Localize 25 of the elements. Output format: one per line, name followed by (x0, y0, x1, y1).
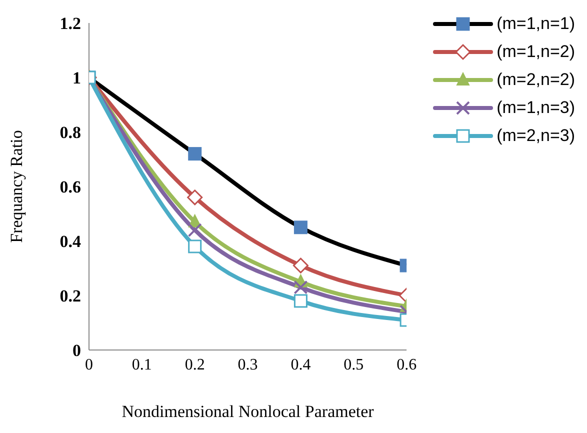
x-tick-label: 0.2 (184, 356, 205, 374)
x-tick-label: 0.1 (132, 356, 152, 374)
y-tick-label: 0.4 (60, 232, 82, 252)
x-axis-title: Nondimensional Nonlocal Parameter (122, 402, 374, 421)
legend-label: (m=1,n=3) (496, 98, 575, 118)
point (294, 280, 308, 294)
y-tick-label: 0 (72, 341, 81, 360)
point (187, 190, 203, 206)
y-tick-label: 0.6 (60, 178, 81, 197)
x-tick-label: 0.5 (344, 356, 364, 374)
legend-label: (m=2,n=3) (496, 126, 575, 146)
legend-label: (m=1,n=1) (496, 14, 575, 34)
x-tick-label: 0.4 (290, 356, 311, 374)
legend-label: (m=2,n=2) (496, 70, 575, 90)
x-tick-label: 0.3 (238, 356, 258, 374)
x-tick-label: 0.6 (396, 356, 417, 374)
y-axis-title: Frequancy Ratio (7, 130, 26, 243)
x-tick-label: 0 (85, 356, 93, 374)
y-tick-label: 1.2 (60, 14, 81, 34)
y-tick-label: 0.8 (60, 123, 81, 142)
point (188, 223, 202, 238)
legend-label: (m=1,n=2) (496, 42, 575, 62)
y-tick-label: 1 (72, 68, 81, 88)
point (292, 258, 308, 274)
y-tick-label: 0.2 (60, 286, 81, 306)
